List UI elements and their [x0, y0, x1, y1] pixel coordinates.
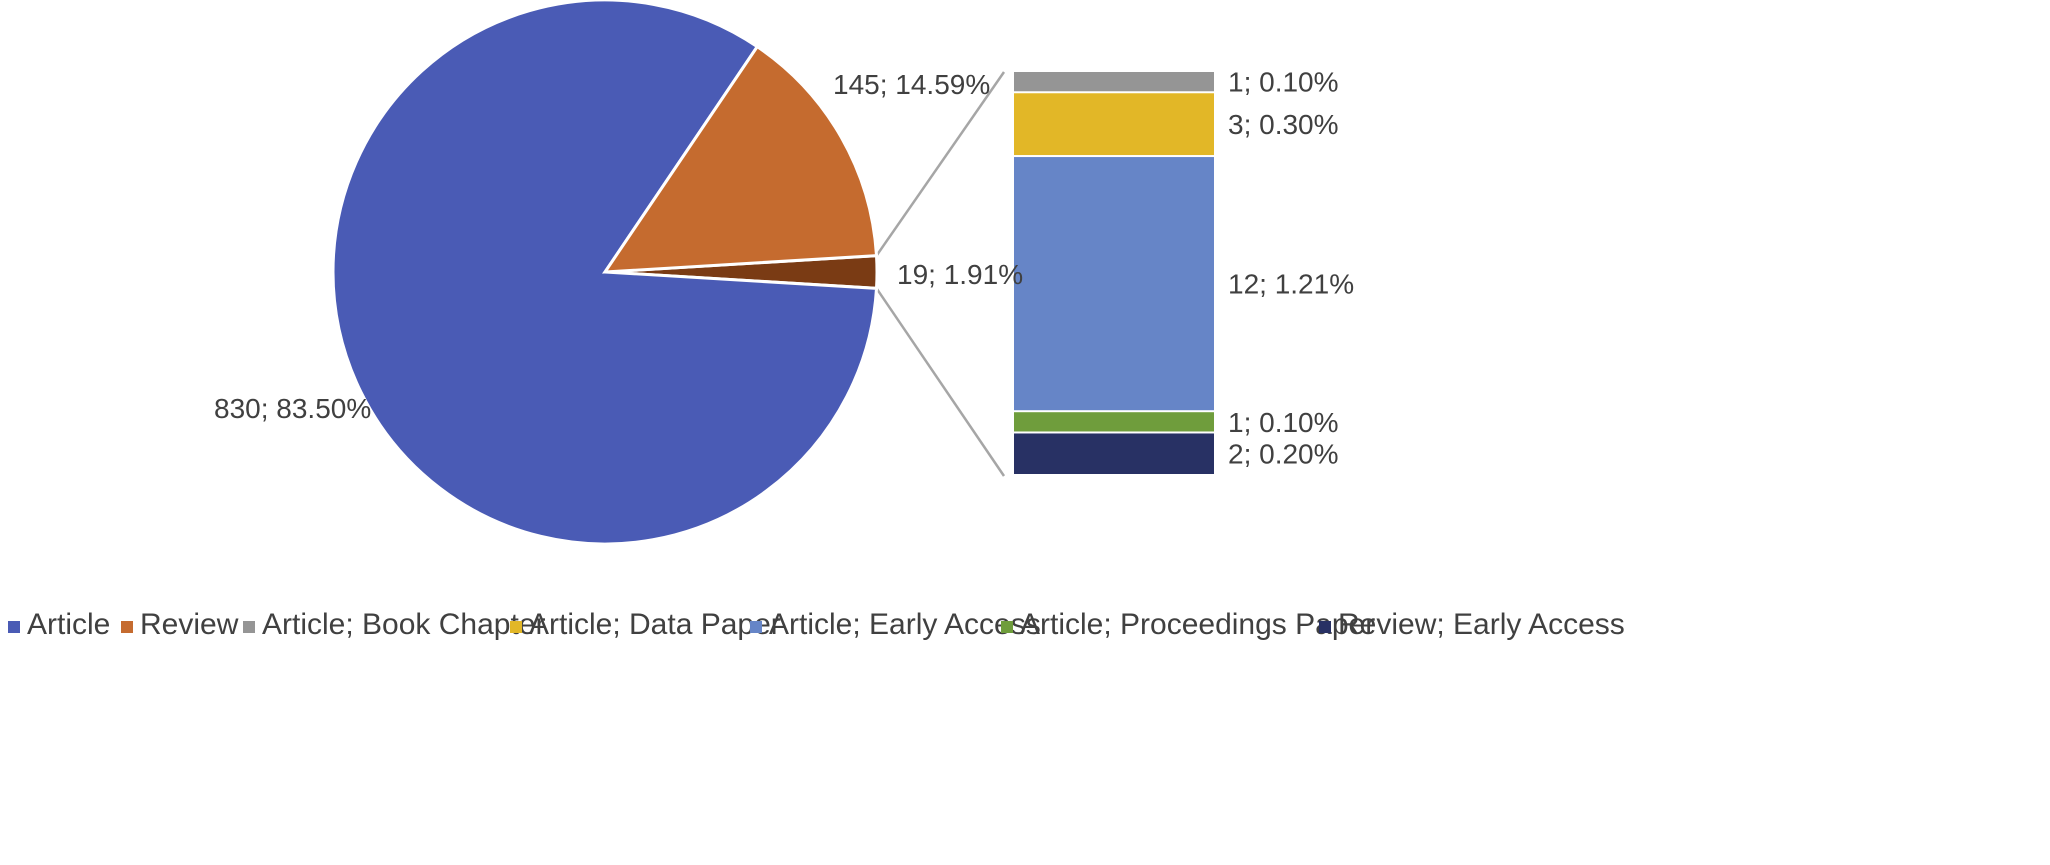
legend-item-article-proceedings-paper: Article; Proceedings Paper — [1001, 608, 1375, 641]
legend-item-review-early-access: Review; Early Access — [1319, 608, 1625, 641]
connector-lines — [875, 71, 1006, 477]
legend-item-review: Review — [121, 608, 239, 641]
bar-segment-article-early-access — [1014, 157, 1214, 411]
pie-slice-review — [602, 44, 879, 274]
legend: Article Review Article; Book ChapterArticl… — [8, 608, 1625, 641]
legend-label: Review — [140, 608, 239, 641]
pie — [331, 0, 879, 546]
legend-swatch — [243, 621, 255, 633]
connector-line-top — [875, 71, 1006, 257]
data-label-article: 830; 83.50% — [214, 393, 371, 424]
data-labels: 1; 0.10%3; 0.30%12; 1.21%1; 0.10%2; 0.20… — [214, 67, 1354, 470]
legend-label: Article; Book Chapter — [262, 608, 545, 641]
data-label-article-proceedings-paper: 1; 0.10% — [1228, 407, 1339, 438]
legend-label: Article; Proceedings Paper — [1020, 608, 1375, 641]
legend-item-article: Article — [8, 608, 110, 641]
data-label-review: 145; 14.59% — [833, 69, 990, 100]
bar-segment-article-proceedings-paper — [1014, 412, 1214, 432]
legend-swatch — [750, 621, 762, 633]
data-label-review-early-access: 2; 0.20% — [1228, 439, 1339, 470]
legend-swatch — [1319, 621, 1331, 633]
bar-segment-article-data-paper — [1014, 93, 1214, 156]
legend-item-article-data-paper: Article; Data Paper — [510, 608, 781, 641]
legend-label: Review; Early Access — [1338, 608, 1625, 641]
data-label-article-early-access: 12; 1.21% — [1228, 269, 1354, 300]
legend-item-article-book-chapter: Article; Book Chapter — [243, 608, 545, 641]
data-label-other: 19; 1.91% — [897, 259, 1023, 290]
data-label-article-book-chapter: 1; 0.10% — [1228, 67, 1339, 98]
bar-segment-review-early-access — [1014, 433, 1214, 474]
legend-swatch — [8, 621, 20, 633]
legend-swatch — [1001, 621, 1013, 633]
legend-swatch — [121, 621, 133, 633]
legend-swatch — [510, 621, 522, 633]
stacked-bar — [1014, 72, 1214, 474]
legend-item-article-early-access: Article; Early Access — [750, 608, 1041, 641]
legend-label: Article; Data Paper — [529, 608, 781, 641]
connector-line-bottom — [875, 287, 1006, 477]
bar-segment-article-book-chapter — [1014, 72, 1214, 92]
legend-label: Article; Early Access — [769, 608, 1041, 641]
data-label-article-data-paper: 3; 0.30% — [1228, 109, 1339, 140]
legend-label: Article — [27, 608, 110, 641]
